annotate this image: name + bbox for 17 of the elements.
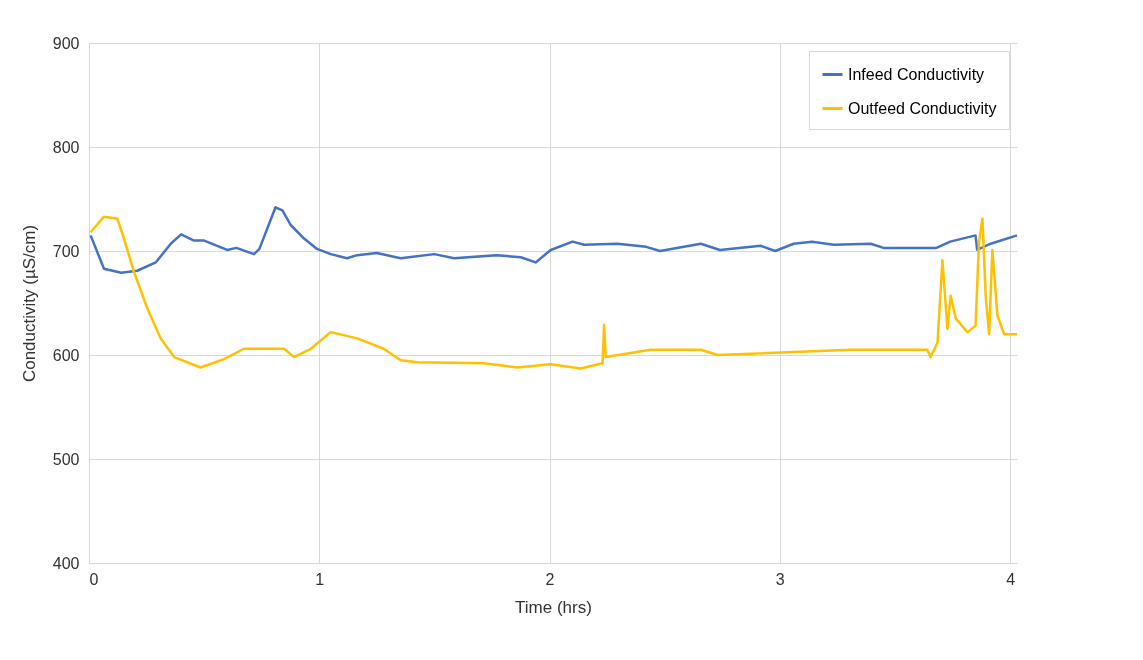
y-axis-title: Conductivity (µS/cm) (19, 224, 39, 383)
line-series (89, 215, 1019, 370)
y-tick-label: 800 (52, 138, 80, 156)
x-tick-label: 1 (315, 570, 325, 588)
x-tick-label: 0 (89, 570, 99, 588)
x-tick-label: 3 (775, 570, 785, 588)
legend-label: Infeed Conductivity (848, 65, 985, 83)
x-tick-label: 2 (545, 570, 555, 588)
y-tick-label: 400 (52, 554, 80, 572)
y-tick-label: 600 (52, 346, 80, 364)
line-series (89, 206, 1019, 275)
x-tick-label: 4 (1006, 570, 1016, 588)
y-tick-label: 500 (52, 450, 80, 468)
y-tick-label: 700 (52, 242, 80, 260)
x-axis-title: Time (hrs) (515, 597, 592, 617)
y-tick-label: 900 (52, 34, 80, 52)
legend-label: Outfeed Conductivity (848, 99, 997, 117)
